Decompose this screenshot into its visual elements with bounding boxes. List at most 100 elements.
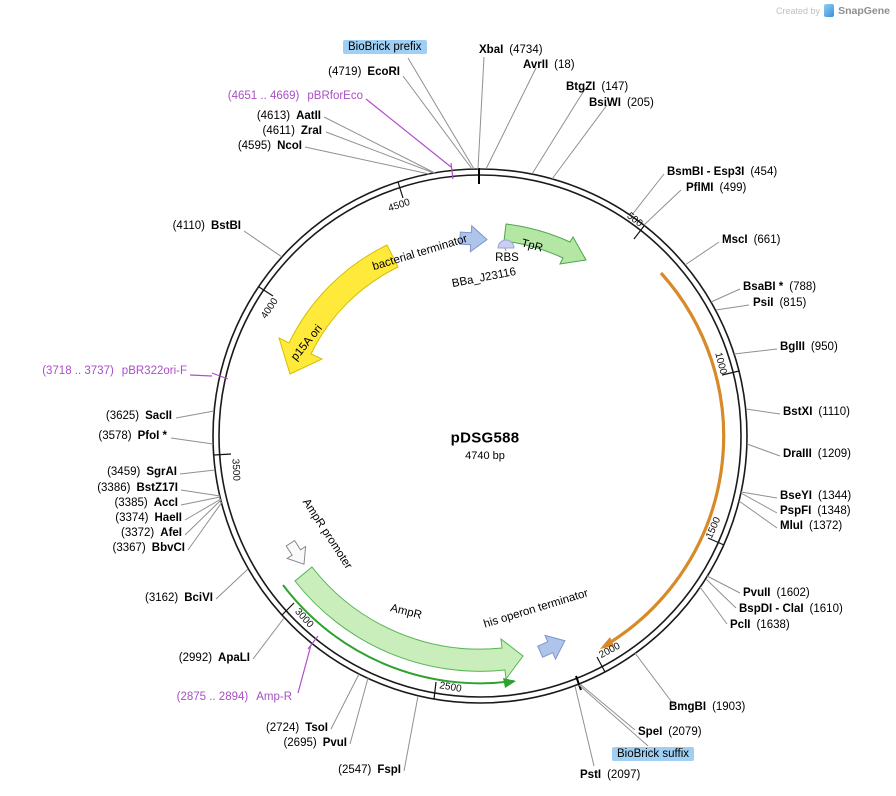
site-pos: (1209) [817, 448, 852, 460]
site-label-bseyi: BseYI (1344) [780, 490, 851, 502]
orange-orf-arrowhead [600, 637, 614, 649]
site-pos: (3372) [121, 527, 155, 539]
site-pos: (1903) [712, 701, 746, 713]
site-pos: (950) [810, 341, 838, 353]
site-pos: (4110) [172, 220, 205, 232]
site-name: BspDI - ClaI [739, 603, 804, 615]
site-name: BstBI [210, 220, 241, 232]
site-pos: (1110) [818, 406, 850, 418]
watermark-brand: SnapGene [838, 4, 890, 17]
site-label-bbvci: (3367) BbvCI [113, 542, 185, 554]
site-label-xbai: XbaI (4734) [479, 44, 543, 56]
site-pos: (4719) [328, 66, 362, 78]
site-label-psii: PsiI (815) [753, 297, 806, 309]
site-pos: (1638) [756, 619, 790, 631]
his-operon-terminator-glyph [537, 634, 566, 661]
site-label-btgzi: BtgZI (147) [566, 81, 628, 93]
site-label-pcli: PclI (1638) [730, 619, 790, 631]
site-name: MluI [780, 520, 803, 532]
site-pos: (4611) [262, 125, 295, 137]
site-pos: (454) [750, 166, 778, 178]
plasmid-size: 4740 bp [465, 450, 505, 462]
site-label-tsoi: (2724) TsoI [266, 722, 328, 734]
site-name: ZraI [300, 125, 322, 137]
watermark: Created by SnapGene [776, 4, 890, 17]
site-label-sacii: (3625) SacII [106, 410, 172, 422]
site-label-bglii: BglII (950) [780, 341, 838, 353]
biobrick-suffix-label: BioBrick suffix [612, 747, 695, 761]
tick-label-2500: 2500 [439, 680, 463, 695]
site-label-mlui: MluI (1372) [780, 520, 842, 532]
site-pos: (3367) [112, 542, 146, 554]
primer-label-pbrforeco: (4651 .. 4669) pBRforEco [228, 90, 363, 102]
primer-name: pBR322ori-F [121, 365, 187, 377]
site-label-pspfi: PspFI (1348) [780, 505, 851, 517]
site-name: AatII [296, 110, 321, 122]
plasmid-name: pDSG588 [450, 429, 520, 447]
primer-range: (3718 .. 3737) [42, 365, 114, 377]
site-name: BstZ17I [136, 482, 178, 494]
site-name: AccI [153, 497, 178, 509]
bacterial-terminator-glyph [459, 224, 488, 253]
site-name: PfoI * [137, 430, 167, 442]
site-pos: (4613) [256, 110, 291, 122]
site-pos: (1372) [809, 520, 843, 532]
site-pos: (18) [554, 59, 575, 71]
site-name: PclI [730, 619, 751, 631]
site-label-zrai: (4611) ZraI [263, 125, 322, 137]
site-pos: (2695) [283, 737, 317, 749]
site-name: PvuI [322, 737, 347, 749]
ampr-arrow [294, 566, 524, 681]
site-pos: (3374) [115, 512, 149, 524]
site-name: BsiWI [589, 97, 621, 109]
callout-lines [170, 56, 781, 772]
tick-label-3500: 3500 [229, 458, 241, 481]
site-name: XbaI [479, 44, 504, 56]
ampr-outline-arrow [282, 584, 515, 685]
site-pos: (3385) [114, 497, 148, 509]
feature-label-rbs: RBS [495, 252, 519, 264]
site-label-avrii: AvrII (18) [523, 59, 575, 71]
site-pos: (205) [626, 97, 654, 109]
site-label-draiii: DraIII (1209) [783, 448, 851, 460]
site-label-spei: SpeI (2079) [638, 726, 702, 738]
site-label-haeii: (3374) HaeII [115, 512, 182, 524]
site-name: AvrII [523, 59, 549, 71]
site-pos: (3625) [105, 410, 140, 422]
site-name: DraIII [783, 448, 812, 460]
site-name: MscI [722, 234, 748, 246]
site-ticks [478, 168, 582, 691]
site-label-bstxi: BstXI (1110) [783, 406, 850, 418]
site-label-fspi: (2547) FspI [338, 764, 401, 776]
site-name: BmgBI [669, 701, 707, 713]
orange-orf-arc [605, 271, 726, 647]
primer-lines [189, 98, 454, 694]
site-name: PflMI [686, 182, 714, 194]
site-label-psti: PstI (2097) [580, 769, 640, 781]
site-label-bcivi: (3162) BciVI [145, 592, 213, 604]
site-name: BsmBI - Esp3I [667, 166, 745, 178]
site-pos: (147) [601, 81, 629, 93]
site-name: BsaBI * [743, 281, 784, 293]
site-name: BciVI [184, 592, 213, 604]
primer-range: (2875 .. 2894) [176, 691, 249, 703]
site-label-pfoi: (3578) PfoI * [98, 430, 167, 442]
site-name: BbvCI [151, 542, 185, 554]
site-pos: (1344) [817, 490, 852, 502]
ampr-outline-arrowhead [503, 678, 516, 688]
tick-label-4500: 4500 [387, 197, 412, 214]
site-pos: (3459) [107, 466, 141, 478]
site-label-bsiwi: BsiWI (205) [589, 97, 654, 109]
site-pos: (2079) [668, 726, 702, 738]
site-label-msci: MscI (661) [722, 234, 780, 246]
site-name: NcoI [277, 140, 302, 152]
site-pos: (2097) [607, 769, 641, 781]
site-label-acci: (3385) AccI [114, 497, 178, 509]
site-pos: (3386) [97, 482, 131, 494]
biobrick-prefix-label: BioBrick prefix [343, 40, 427, 54]
site-name: BseYI [780, 490, 812, 502]
site-label-bsabi: BsaBI * (788) [743, 281, 816, 293]
site-label-bspdi-clai: BspDI - ClaI (1610) [739, 603, 843, 615]
